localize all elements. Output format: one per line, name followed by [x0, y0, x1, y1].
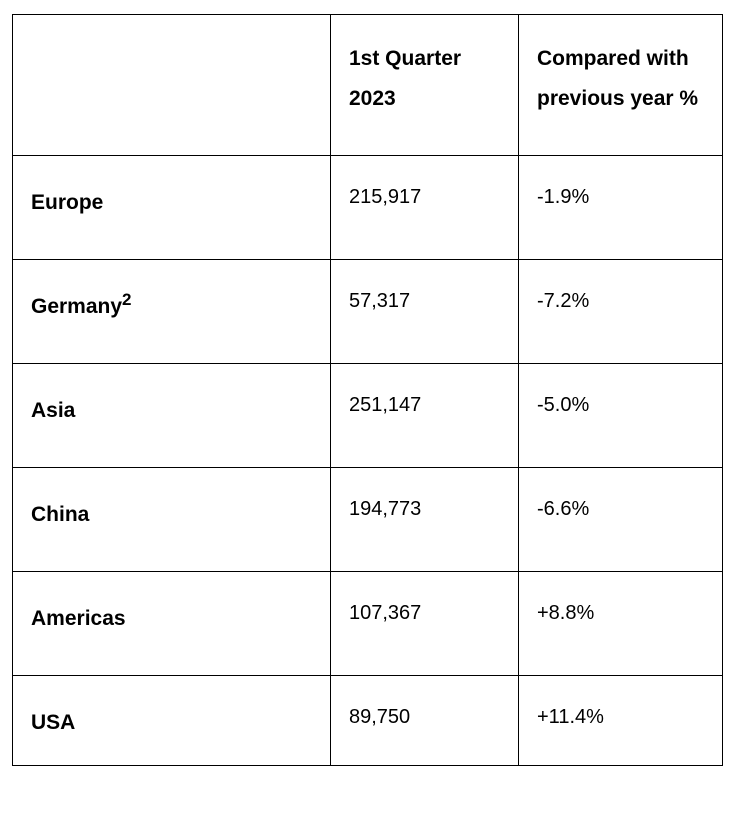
- region-pct: -6.6%: [519, 467, 723, 571]
- table-row: Asia 251,147 -5.0%: [13, 363, 723, 467]
- table-row: Americas 107,367 +8.8%: [13, 571, 723, 675]
- region-label: Asia: [13, 363, 331, 467]
- table-row: Germany2 57,317 -7.2%: [13, 259, 723, 363]
- region-pct: -5.0%: [519, 363, 723, 467]
- region-label: Europe: [13, 155, 331, 259]
- region-pct: +8.8%: [519, 571, 723, 675]
- region-value: 57,317: [331, 259, 519, 363]
- region-value: 215,917: [331, 155, 519, 259]
- region-pct: +11.4%: [519, 675, 723, 765]
- footnote-marker: 2: [122, 290, 131, 309]
- region-value: 251,147: [331, 363, 519, 467]
- table-row: China 194,773 -6.6%: [13, 467, 723, 571]
- table-row: Europe 215,917 -1.9%: [13, 155, 723, 259]
- region-label: China: [13, 467, 331, 571]
- deliveries-table: 1st Quarter 2023 Compared with previous …: [12, 14, 723, 766]
- region-value: 107,367: [331, 571, 519, 675]
- region-value: 89,750: [331, 675, 519, 765]
- col-header-region: [13, 15, 331, 156]
- region-value: 194,773: [331, 467, 519, 571]
- region-label: Americas: [13, 571, 331, 675]
- table-row: USA 89,750 +11.4%: [13, 675, 723, 765]
- col-header-yoy: Compared with previous year %: [519, 15, 723, 156]
- col-header-q1: 1st Quarter 2023: [331, 15, 519, 156]
- region-label: USA: [13, 675, 331, 765]
- region-label: Germany2: [13, 259, 331, 363]
- table-header-row: 1st Quarter 2023 Compared with previous …: [13, 15, 723, 156]
- region-pct: -1.9%: [519, 155, 723, 259]
- region-pct: -7.2%: [519, 259, 723, 363]
